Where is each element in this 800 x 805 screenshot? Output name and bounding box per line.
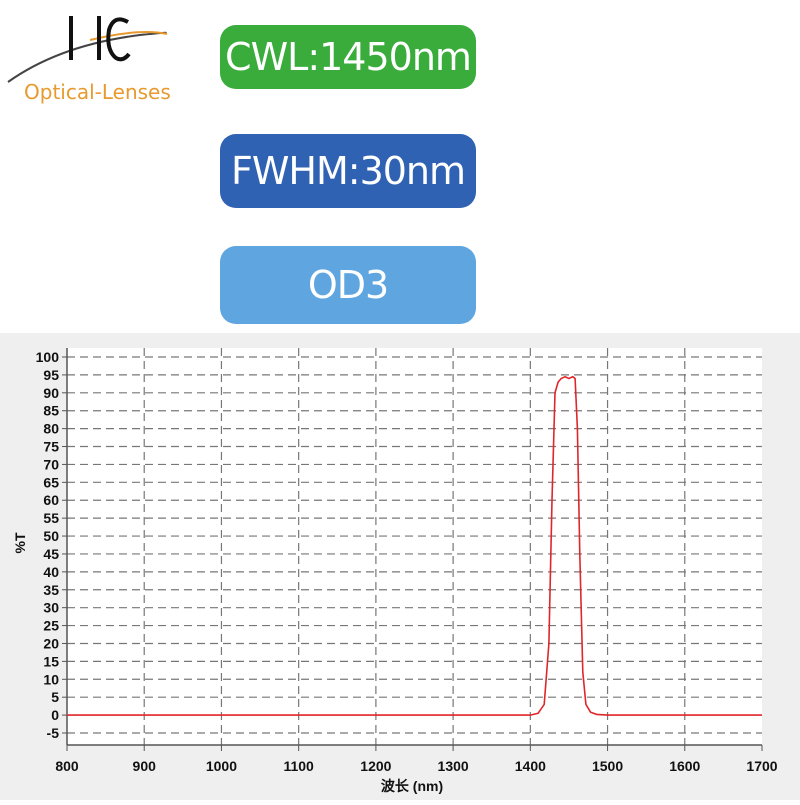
x-tick-label: 1500	[592, 758, 623, 774]
od-badge: OD3	[220, 246, 476, 324]
x-tick-label: 1300	[438, 758, 469, 774]
x-tick-label: 1600	[669, 758, 700, 774]
company-logo: Optical-Lenses	[0, 0, 200, 115]
transmission-curve	[67, 375, 762, 716]
y-tick-label: 30	[43, 600, 59, 616]
cwl-badge: CWL:1450nm	[220, 25, 476, 89]
y-tick-label: 25	[43, 618, 59, 634]
y-tick-label: 0	[51, 707, 59, 723]
plot-area	[67, 348, 762, 745]
y-tick-label: 95	[43, 367, 59, 383]
x-tick-label: 1100	[283, 758, 314, 774]
y-axis-label: %T	[12, 532, 28, 553]
y-tick-label: -5	[47, 725, 60, 741]
y-tick-label: 55	[43, 510, 59, 526]
y-tick-label: 45	[43, 546, 59, 562]
y-tick-label: 70	[43, 456, 59, 472]
logo-mark-icon	[7, 16, 168, 83]
x-tick-label: 1000	[206, 758, 237, 774]
y-tick-label: 15	[43, 653, 59, 669]
y-tick-label: 60	[43, 492, 59, 508]
y-tick-label: 35	[43, 582, 59, 598]
x-tick-label: 1700	[746, 758, 777, 774]
fwhm-badge: FWHM:30nm	[220, 134, 476, 208]
y-tick-label: 40	[43, 564, 59, 580]
y-tick-label: 20	[43, 635, 59, 651]
y-tick-label: 90	[43, 385, 59, 401]
y-tick-label: 75	[43, 439, 59, 455]
y-tick-label: 80	[43, 421, 59, 437]
x-axis-label: 波长 (nm)	[381, 778, 443, 794]
y-tick-label: 10	[43, 671, 59, 687]
y-tick-label: 50	[43, 528, 59, 544]
transmission-chart: 100 95 90 85 80 75 70 65 60 55 50 45 40 35 30 25 20 15 10 5…	[0, 333, 800, 800]
y-tick-label: 85	[43, 403, 59, 419]
logo-text: Optical-Lenses	[24, 80, 171, 104]
x-tick-label: 1400	[515, 758, 546, 774]
x-tick-label: 900	[133, 758, 157, 774]
y-tick-label: 65	[43, 474, 59, 490]
y-tick-label: 5	[51, 689, 59, 705]
x-tick-label: 1200	[360, 758, 391, 774]
y-tick-label: 100	[36, 349, 60, 365]
chart-svg: 1009590858075706560555045403530252015105…	[12, 348, 778, 794]
x-tick-label: 800	[55, 758, 79, 774]
